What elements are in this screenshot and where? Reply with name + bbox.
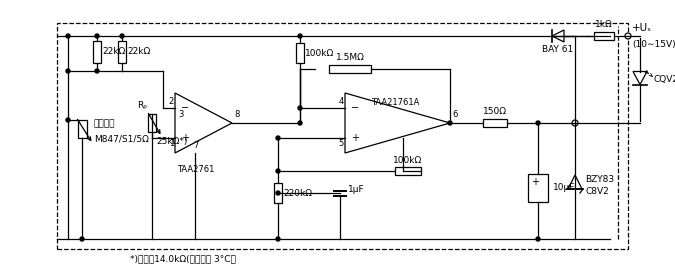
Text: C8V2: C8V2 [585,186,609,195]
Circle shape [66,69,70,73]
Bar [296,43,304,63]
Text: BZY83: BZY83 [585,175,614,183]
Text: +: + [531,177,539,187]
Bar [594,32,614,40]
Circle shape [66,118,70,122]
Text: 1.5MΩ: 1.5MΩ [335,53,365,62]
Bar [329,65,371,73]
Text: 5: 5 [339,139,344,148]
Text: 4: 4 [339,97,344,106]
Circle shape [95,34,99,38]
Circle shape [536,237,540,241]
Circle shape [80,237,84,241]
Text: +Uₛ: +Uₛ [632,23,652,33]
Text: 10μF: 10μF [553,183,575,192]
Text: 220kΩ: 220kΩ [283,189,312,198]
Circle shape [448,121,452,125]
Circle shape [276,169,280,173]
Text: 3: 3 [178,110,184,119]
Text: 1kΩ: 1kΩ [595,20,613,29]
Circle shape [298,34,302,38]
Circle shape [95,69,99,73]
Text: Rₚ: Rₚ [137,101,147,110]
Circle shape [276,237,280,241]
Bar [78,120,86,138]
Circle shape [66,34,70,38]
Text: BAY 61: BAY 61 [543,45,574,54]
Text: 25kΩ*): 25kΩ*) [156,137,188,146]
Circle shape [276,136,280,140]
Bar [395,167,421,175]
Text: TAA2761: TAA2761 [177,165,215,174]
Circle shape [120,34,124,38]
Text: 100kΩ: 100kΩ [394,156,423,165]
Text: 6: 6 [452,110,458,119]
Bar [118,40,126,63]
Circle shape [298,106,302,110]
Bar [274,183,282,203]
Circle shape [625,33,631,39]
Bar [57,23,628,249]
Text: −: − [181,103,189,113]
Circle shape [536,121,540,125]
Text: 1: 1 [169,139,174,148]
Text: 2: 2 [169,97,174,106]
Text: (10∼15V): (10∼15V) [632,40,675,49]
Text: CQV21: CQV21 [654,75,675,84]
Bar [93,40,101,63]
Text: 1μF: 1μF [348,186,364,195]
Text: 22kΩ: 22kΩ [102,47,126,56]
Text: +: + [351,133,359,143]
Text: +: + [181,133,189,143]
Bar [483,119,507,127]
Text: TAA21761A: TAA21761A [371,98,419,107]
Circle shape [572,120,578,126]
Circle shape [298,121,302,125]
Text: 热敏电阵: 热敏电阵 [94,120,115,128]
Bar [148,114,156,132]
Circle shape [573,121,577,125]
Text: 7: 7 [193,141,198,150]
Text: 22kΩ: 22kΩ [127,47,151,56]
Text: −: − [351,103,359,113]
Circle shape [276,191,280,195]
Text: M847/S1/5Ω: M847/S1/5Ω [94,134,149,144]
Text: 150Ω: 150Ω [483,107,507,116]
Text: 100kΩ: 100kΩ [305,49,334,57]
Text: 8: 8 [234,110,240,119]
Bar [528,174,548,202]
Text: *)调整到14.0kΩ(极限温度 3°C）: *)调整到14.0kΩ(极限温度 3°C） [130,254,236,263]
